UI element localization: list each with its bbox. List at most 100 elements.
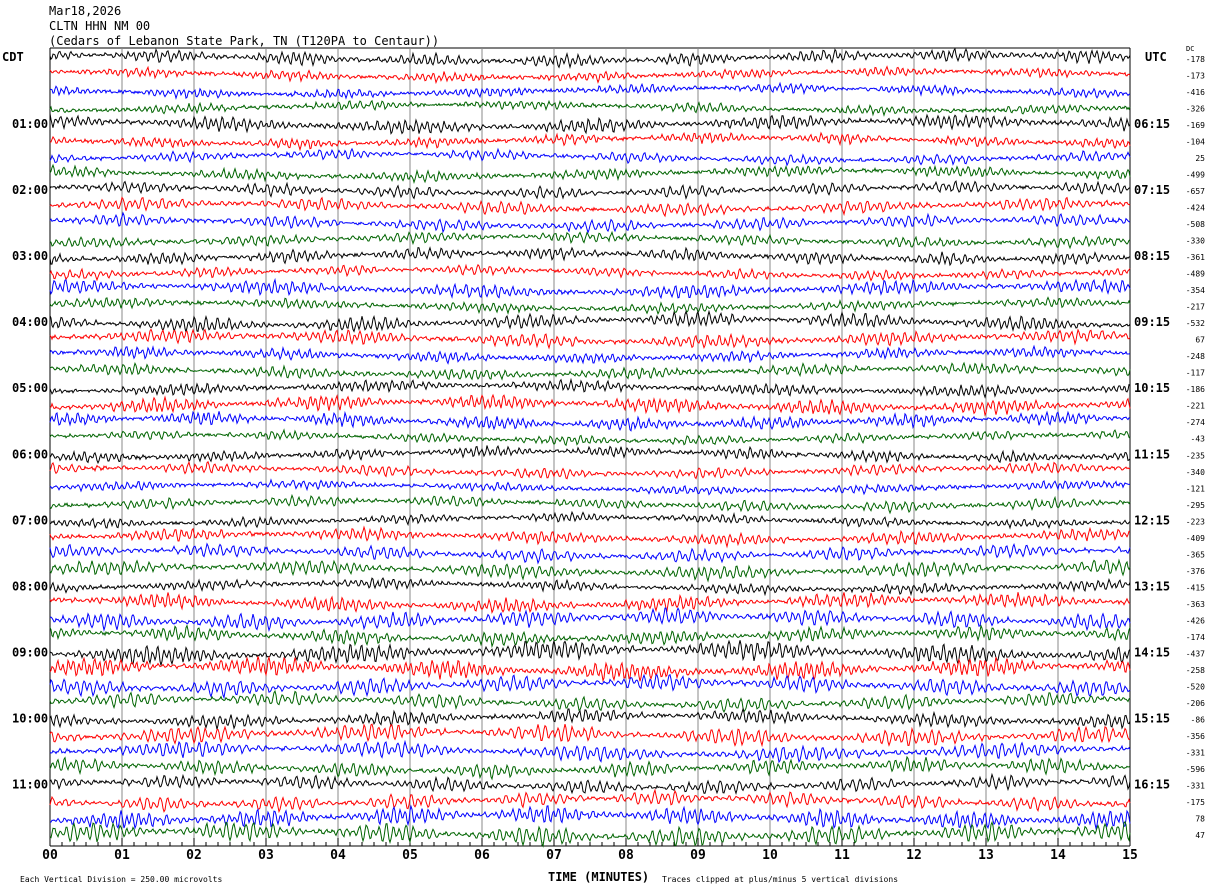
dc-offset-label: -169 xyxy=(1186,121,1205,130)
dc-offset-label: 47 xyxy=(1195,831,1205,840)
dc-offset-label: -173 xyxy=(1186,72,1205,81)
x-tick-label: 06 xyxy=(474,848,490,863)
x-axis-title: TIME (MINUTES) xyxy=(548,870,649,884)
dc-offset-label: -520 xyxy=(1186,682,1205,691)
trace-row-16 xyxy=(49,309,1131,333)
dc-offset-label: -331 xyxy=(1186,748,1205,757)
dc-offset-label: -217 xyxy=(1186,303,1205,312)
clip-note: Traces clipped at plus/minus 5 vertical … xyxy=(662,875,898,884)
dc-offset-label: -221 xyxy=(1186,402,1205,411)
dc-offset-label: -489 xyxy=(1186,270,1205,279)
trace-row-34 xyxy=(49,607,1131,632)
trace-row-24 xyxy=(49,444,1131,465)
dc-offset-label: -258 xyxy=(1186,666,1205,675)
dc-offset-label: -330 xyxy=(1186,237,1205,246)
dc-offset-label: -43 xyxy=(1191,435,1206,444)
dc-offset-label: -175 xyxy=(1186,798,1205,807)
trace-row-5 xyxy=(49,131,1131,152)
dc-offset-label: -508 xyxy=(1186,220,1205,229)
cdt-hour-label: 05:00 xyxy=(12,381,48,395)
dc-offset-label: 25 xyxy=(1195,154,1205,163)
dc-offset-label: -499 xyxy=(1186,171,1205,180)
utc-hour-label: 08:15 xyxy=(1134,249,1170,263)
trace-row-40 xyxy=(49,707,1131,730)
x-tick-label: 14 xyxy=(1050,848,1066,863)
trace-row-13 xyxy=(49,263,1131,282)
dc-offset-label: -416 xyxy=(1186,88,1205,97)
trace-row-38 xyxy=(49,673,1131,700)
trace-row-17 xyxy=(49,328,1131,350)
trace-row-33 xyxy=(49,592,1131,614)
trace-row-10 xyxy=(49,211,1131,234)
x-tick-label: 13 xyxy=(978,848,994,863)
trace-row-30 xyxy=(49,542,1131,565)
trace-row-42 xyxy=(49,739,1131,764)
dc-offset-label: -424 xyxy=(1186,204,1205,213)
utc-hour-label: 13:15 xyxy=(1134,579,1170,593)
dc-offset-label: -295 xyxy=(1186,501,1205,510)
trace-row-29 xyxy=(49,525,1131,549)
dc-offset-label: -274 xyxy=(1186,418,1205,427)
trace-row-12 xyxy=(49,246,1131,267)
x-tick-label: 15 xyxy=(1122,848,1138,863)
utc-axis-title: UTC xyxy=(1145,50,1167,64)
trace-row-22 xyxy=(49,410,1131,432)
x-tick-label: 11 xyxy=(834,848,850,863)
dc-offset-label: -409 xyxy=(1186,534,1205,543)
date-label: Mar18,2026 xyxy=(49,4,122,18)
cdt-hour-label: 02:00 xyxy=(12,183,48,197)
utc-hour-label: 07:15 xyxy=(1134,183,1170,197)
station-label: CLTN HHN NM 00 xyxy=(49,19,151,33)
trace-row-1 xyxy=(49,65,1131,85)
trace-row-36 xyxy=(49,639,1131,666)
x-tick-label: 04 xyxy=(330,848,346,863)
dc-offset-label: -361 xyxy=(1186,253,1205,262)
trace-row-32 xyxy=(49,577,1131,597)
dc-offset-label: -104 xyxy=(1186,138,1205,147)
trace-row-18 xyxy=(49,344,1131,365)
trace-row-0 xyxy=(49,47,1131,70)
x-tick-label: 03 xyxy=(258,848,274,863)
dc-offset-label: -426 xyxy=(1186,616,1205,625)
trace-row-9 xyxy=(49,196,1131,218)
dc-offset-label: -86 xyxy=(1191,715,1206,724)
cdt-hour-label: 08:00 xyxy=(12,579,48,593)
dc-offset-label: -365 xyxy=(1186,550,1205,559)
dc-offset-label: -363 xyxy=(1186,600,1205,609)
scale-note: Each Vertical Division = 250.00 microvol… xyxy=(20,875,222,884)
dc-offset-label: -121 xyxy=(1186,484,1205,493)
trace-row-39 xyxy=(49,689,1131,714)
dc-title: DC xyxy=(1186,45,1194,53)
trace-row-31 xyxy=(49,558,1131,583)
trace-row-37 xyxy=(49,655,1131,683)
dc-offset-label: -415 xyxy=(1186,583,1205,592)
cdt-hour-label: 01:00 xyxy=(12,117,48,131)
trace-row-8 xyxy=(49,180,1131,200)
x-tick-label: 05 xyxy=(402,848,418,863)
trace-row-25 xyxy=(49,460,1131,480)
trace-row-46 xyxy=(49,804,1131,831)
utc-hour-label: 14:15 xyxy=(1134,645,1170,659)
utc-hour-label: 16:15 xyxy=(1134,777,1170,791)
dc-offset-label: -235 xyxy=(1186,451,1205,460)
trace-row-7 xyxy=(49,163,1131,185)
cdt-hour-label: 10:00 xyxy=(12,711,48,725)
x-tick-label: 12 xyxy=(906,848,922,863)
x-tick-label: 00 xyxy=(42,848,58,863)
dc-offset-label: -174 xyxy=(1186,633,1205,642)
x-tick-label: 07 xyxy=(546,848,562,863)
dc-offset-label: -596 xyxy=(1186,765,1205,774)
utc-hour-label: 09:15 xyxy=(1134,315,1170,329)
trace-row-3 xyxy=(49,99,1131,117)
trace-row-23 xyxy=(49,428,1131,447)
trace-row-41 xyxy=(49,723,1131,748)
trace-row-19 xyxy=(49,361,1131,381)
trace-row-27 xyxy=(49,493,1131,515)
dc-offset-label: -356 xyxy=(1186,732,1205,741)
x-tick-label: 10 xyxy=(762,848,778,863)
utc-hour-label: 06:15 xyxy=(1134,117,1170,131)
cdt-hour-label: 06:00 xyxy=(12,447,48,461)
dc-offset-label: -248 xyxy=(1186,352,1205,361)
trace-row-4 xyxy=(49,113,1131,135)
